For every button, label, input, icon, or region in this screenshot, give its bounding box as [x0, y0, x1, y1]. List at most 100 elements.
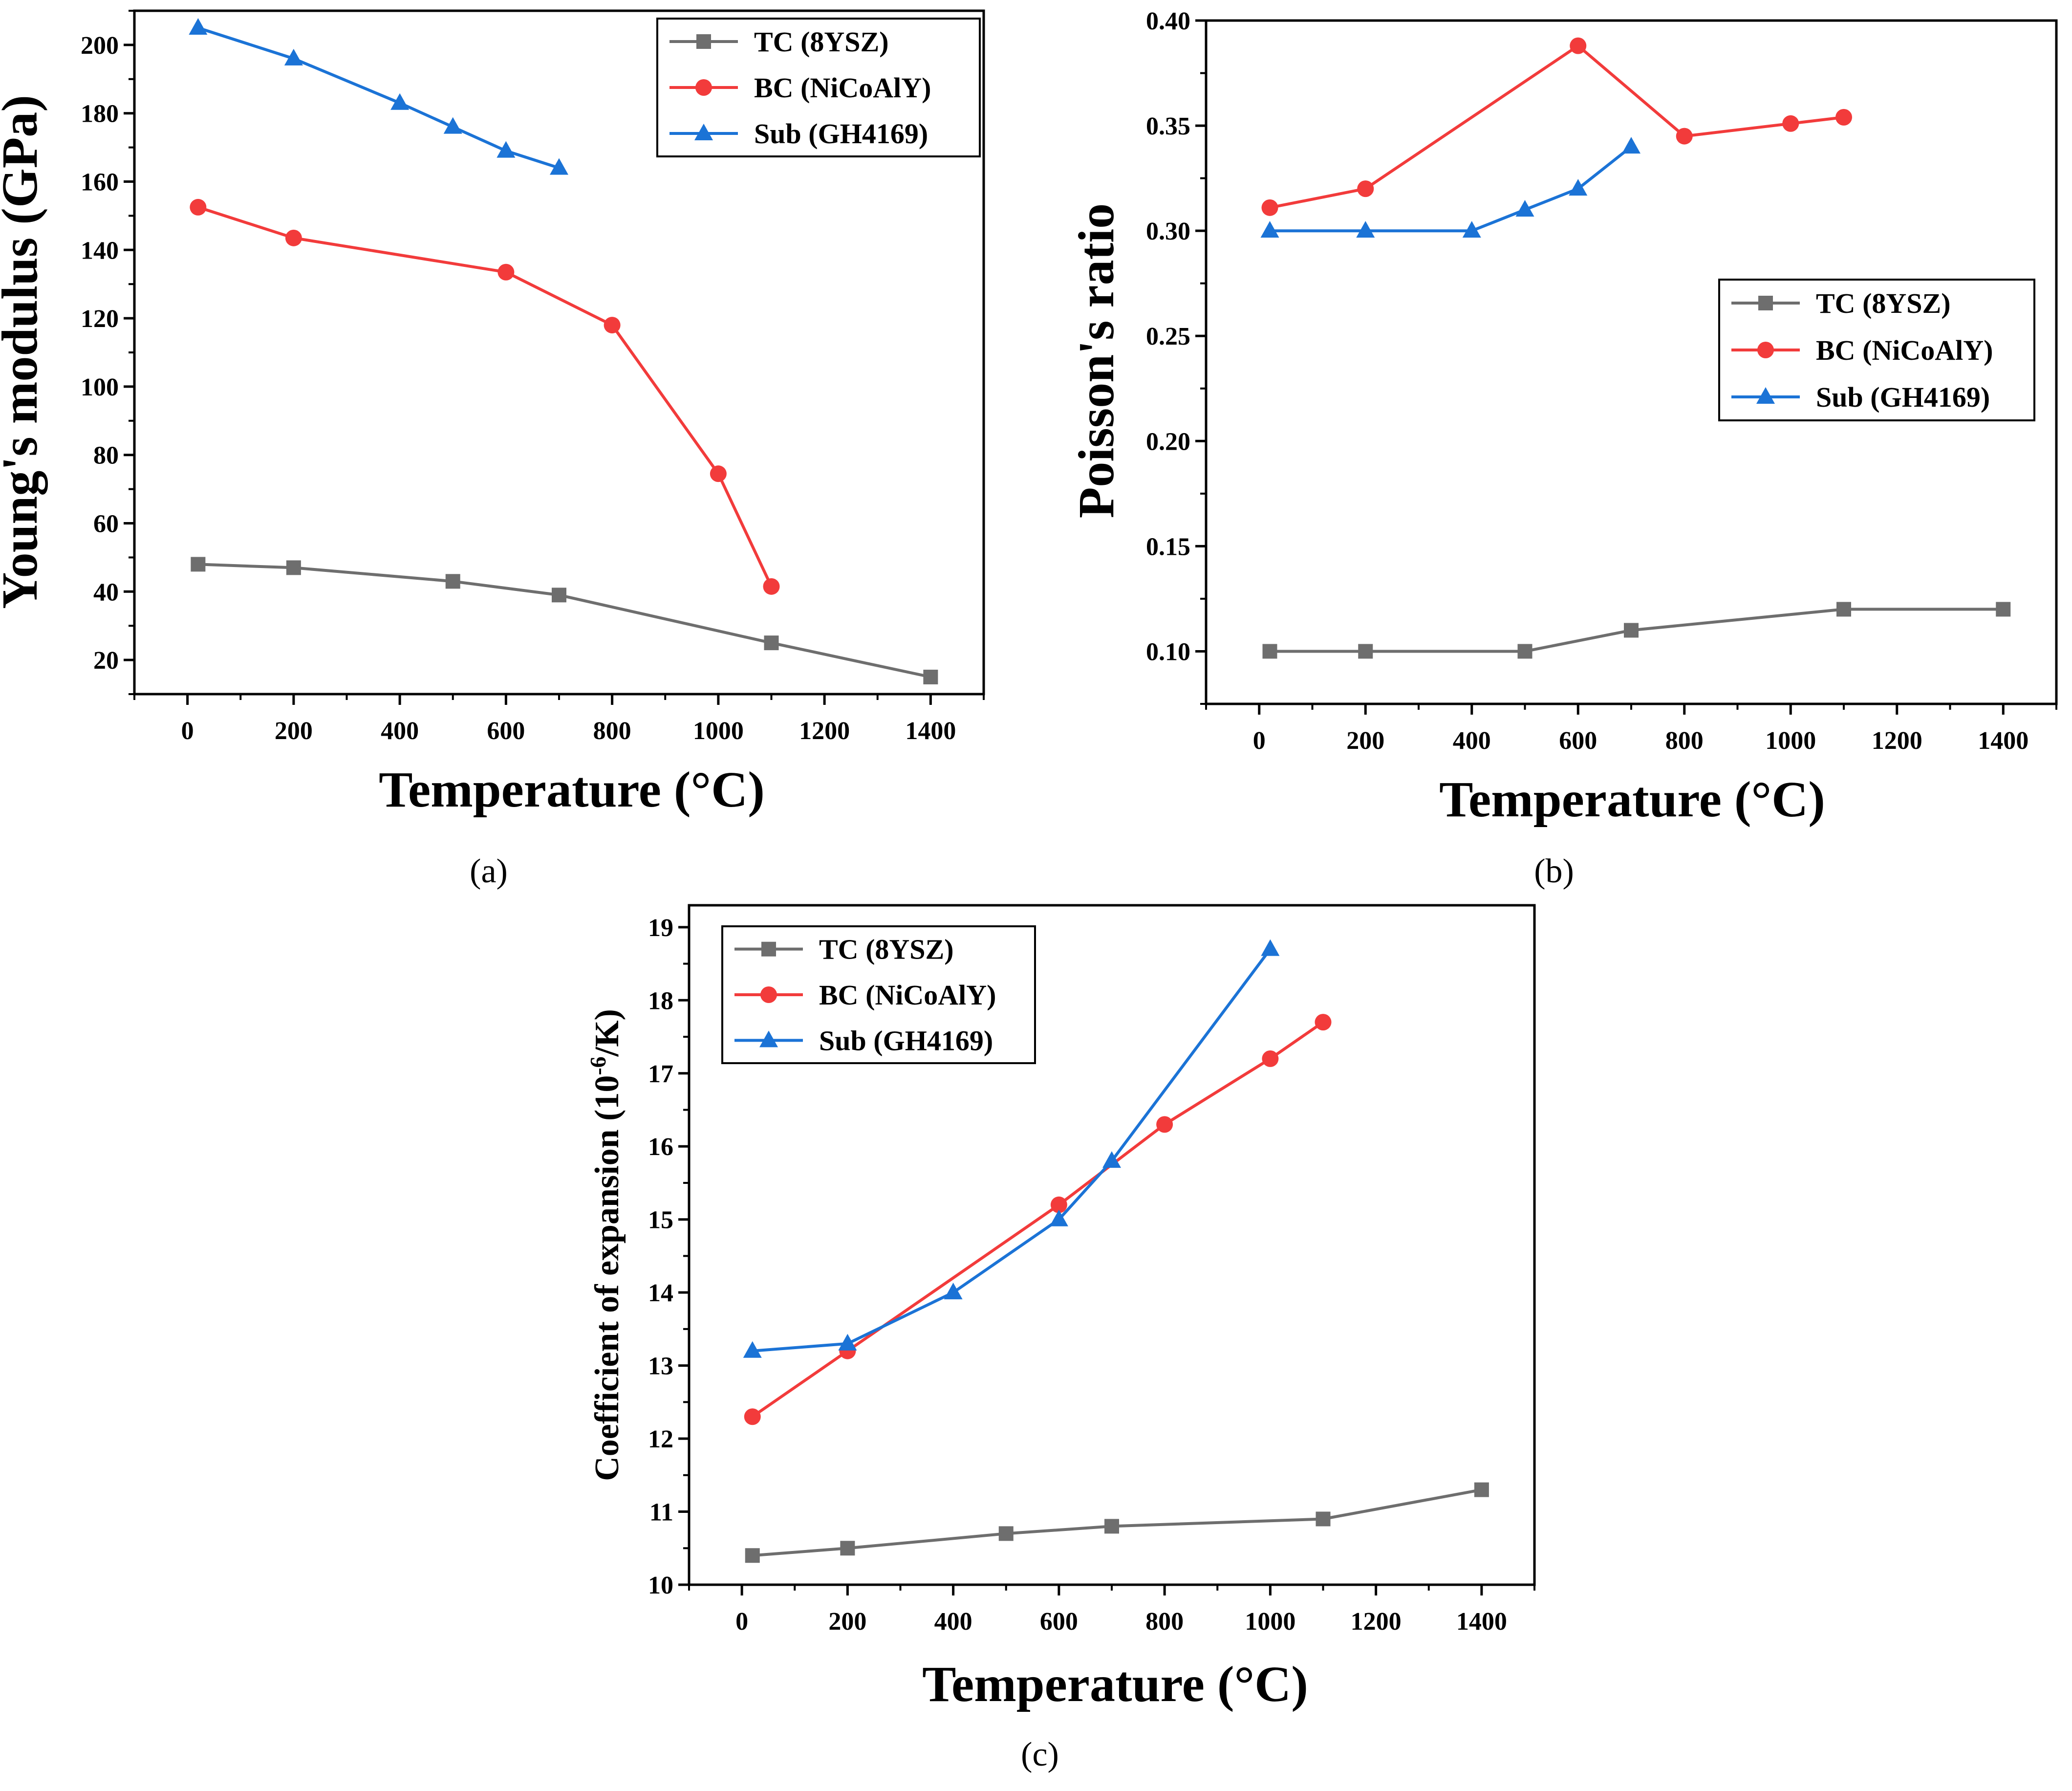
data-point-bc: [1570, 37, 1587, 54]
y-tick-label: 13: [648, 1353, 673, 1380]
y-tick-label: 0.40: [1146, 7, 1190, 35]
x-tick-label: 1400: [1456, 1608, 1507, 1636]
legend-label: Sub (GH4169): [754, 118, 928, 150]
data-point-sub: [1261, 939, 1280, 956]
data-point-sub: [550, 158, 568, 175]
data-point-bc: [1261, 199, 1278, 216]
data-point-sub: [1356, 221, 1375, 238]
series-bc: [190, 198, 780, 595]
data-point-bc: [763, 578, 780, 595]
y-tick-label: 19: [648, 914, 673, 942]
series-line-bc: [752, 1021, 1324, 1418]
data-point-bc: [744, 1408, 761, 1425]
legend: TC (8YSZ) BC (NiCoAlY) Sub (GH4169): [721, 925, 1036, 1064]
y-axis-label-sup: -6: [585, 1056, 610, 1075]
y-tick-label: 0.15: [1146, 533, 1190, 561]
chart-young-modulus: 0 200 400 600 800 1000 1200 1400 20 40 60 80 100 120 1…: [0, 9, 985, 890]
y-tick-label: 0.25: [1146, 323, 1190, 350]
series-bc: [744, 1014, 1332, 1425]
x-tick-label: 1200: [1351, 1608, 1402, 1636]
x-tick-label: 400: [934, 1608, 972, 1636]
y-tick-label: 60: [93, 510, 119, 538]
y-tick-label: 160: [81, 169, 119, 197]
data-point-sub: [1515, 200, 1534, 217]
data-point-tc: [1996, 602, 2011, 617]
data-point-tc: [286, 560, 301, 575]
data-point-tc: [1358, 644, 1373, 659]
y-tick-label: 10: [648, 1572, 673, 1599]
y-tick-label: 120: [81, 305, 119, 333]
data-point-tc: [1262, 644, 1277, 659]
legend-item-bc: BC (NiCoAlY): [1731, 334, 1993, 366]
tick-group: 0 200 400 600 800 1000 1200 1400 10 11 12 13 14 15 16 1…: [648, 914, 1535, 1636]
legend-item-sub: Sub (GH4169): [1731, 381, 1990, 413]
data-point-bc: [1156, 1116, 1173, 1133]
x-tick-label: 200: [275, 717, 313, 745]
x-axis-label: Temperature (°C): [922, 1656, 1308, 1712]
x-tick-label: 400: [381, 717, 419, 745]
panel-label: (b): [1534, 852, 1574, 890]
legend-marker: [696, 34, 711, 49]
legend: TC (8YSZ) BC (NiCoAlY) Sub (GH4169): [656, 18, 981, 157]
x-tick-label: 0: [735, 1608, 748, 1636]
series-sub: [189, 18, 568, 175]
series-line-sub: [197, 26, 560, 170]
data-point-tc: [191, 557, 206, 572]
series-line-sub: [752, 948, 1272, 1353]
series-group: [743, 939, 1489, 1563]
data-point-sub: [443, 117, 462, 134]
series-line-tc: [752, 1488, 1482, 1557]
y-axis-label-main: Coefficient of expansion (10: [588, 1075, 626, 1481]
x-tick-label: 1000: [693, 717, 744, 745]
y-tick-label: 200: [81, 32, 119, 60]
data-point-bc: [1782, 115, 1799, 132]
y-tick-label: 80: [93, 442, 119, 470]
x-axis-label: Temperature (°C): [379, 762, 765, 818]
chart-expansion-coefficient: 0 200 400 600 800 1000 1200 1400 10 11 12 13 14 15 16 1…: [585, 904, 1536, 1773]
y-tick-label: 0.35: [1146, 112, 1190, 140]
y-axis-label: Coefficient of expansion (10-6/K): [585, 1009, 626, 1481]
legend-marker: [761, 941, 776, 957]
data-point-tc: [445, 574, 460, 589]
data-point-bc: [1050, 1196, 1067, 1213]
y-tick-label: 11: [649, 1499, 673, 1527]
x-tick-label: 800: [593, 717, 631, 745]
series-group: [189, 18, 938, 685]
legend-item-tc: TC (8YSZ): [734, 934, 954, 965]
legend-marker: [694, 124, 713, 140]
data-point-sub: [496, 141, 516, 158]
series-line-tc: [1270, 608, 2004, 653]
x-tick-label: 1200: [1872, 727, 1922, 755]
data-point-bc: [1357, 180, 1374, 197]
legend-label: Sub (GH4169): [819, 1025, 993, 1056]
x-tick-label: 0: [1253, 727, 1266, 755]
y-tick-label: 180: [81, 100, 119, 128]
legend-marker: [695, 79, 712, 96]
y-tick-label: 14: [648, 1279, 673, 1307]
data-point-tc: [552, 588, 566, 603]
y-tick-label: 0.20: [1146, 428, 1190, 456]
x-tick-label: 800: [1145, 1608, 1184, 1636]
legend-item-tc: TC (8YSZ): [1731, 287, 1951, 319]
data-point-sub: [1049, 1209, 1068, 1226]
legend-label: BC (NiCoAlY): [1816, 334, 1993, 366]
x-tick-label: 1400: [1978, 727, 2029, 755]
x-tick-label: 400: [1453, 727, 1491, 755]
legend-item-bc: BC (NiCoAlY): [734, 979, 996, 1011]
series-line-bc: [197, 206, 773, 588]
series-line-tc: [198, 563, 931, 678]
legend-item-sub: Sub (GH4169): [669, 118, 928, 150]
data-point-tc: [923, 670, 938, 685]
tick-group: 0 200 400 600 800 1000 1200 1400 20 40 60 80 100 120 1…: [81, 10, 985, 745]
series-bc: [1261, 37, 1852, 216]
x-tick-label: 600: [1559, 727, 1597, 755]
y-axis-label: Poisson's ratio: [1068, 203, 1124, 518]
panel-label: (c): [1021, 1736, 1059, 1773]
series-line-bc: [1269, 44, 1844, 209]
data-point-bc: [1315, 1014, 1332, 1031]
legend-marker: [1756, 387, 1775, 404]
series-tc: [745, 1482, 1489, 1563]
y-tick-label: 20: [93, 647, 119, 675]
panel-label: (a): [470, 852, 508, 890]
